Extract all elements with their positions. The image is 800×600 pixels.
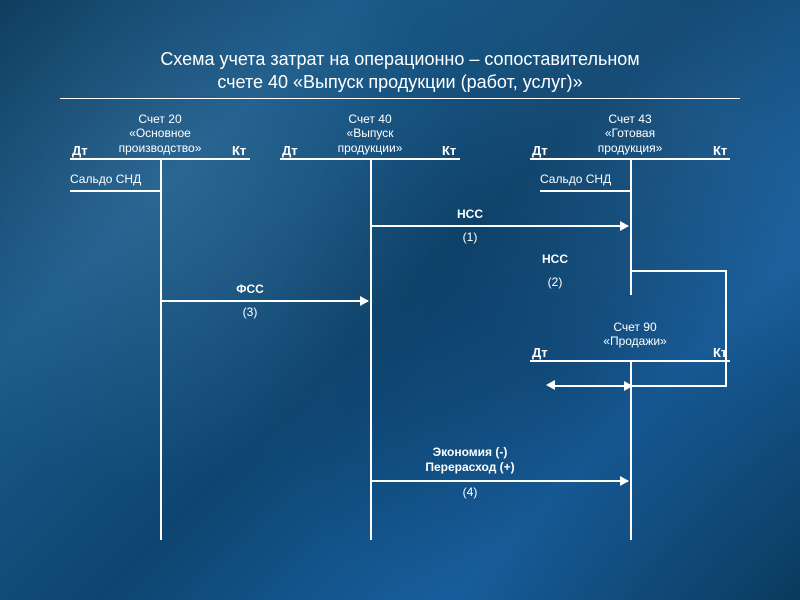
acc90-header: Счет 90«Продажи» — [575, 320, 695, 349]
t2-note: (2) — [515, 275, 595, 289]
t3-arrow — [160, 300, 368, 302]
saldo-left-line — [70, 190, 160, 192]
t2-h2 — [555, 385, 727, 387]
acc20-vline — [160, 158, 162, 540]
saldo-left: Сальдо СНД — [70, 172, 158, 186]
acc40-dt: Дт — [282, 143, 298, 158]
acc40-header: Счет 40«Выпускпродукции» — [310, 112, 430, 155]
t3-note: (3) — [210, 305, 290, 319]
t4-arrow — [370, 480, 628, 482]
saldo-right-line — [540, 190, 630, 192]
acc43-kt: Кт — [713, 143, 727, 158]
title-underline — [60, 98, 740, 99]
t4-label-bot: Перерасход (+) — [395, 460, 545, 474]
t4-note: (4) — [430, 485, 510, 499]
acc43-header: Счет 43«Готоваяпродукция» — [570, 112, 690, 155]
acc40-kt: Кт — [442, 143, 456, 158]
t2-vseg — [725, 270, 727, 385]
acc20-dt: Дт — [72, 143, 88, 158]
acc20-header: Счет 20«Основноепроизводство» — [100, 112, 220, 155]
acc40-vline — [370, 158, 372, 540]
t2-hseg — [632, 270, 726, 272]
saldo-right: Сальдо СНД — [540, 172, 628, 186]
title-line1: Схема учета затрат на операционно – сопо… — [160, 49, 639, 69]
acc43-dt: Дт — [532, 143, 548, 158]
diagram-title: Схема учета затрат на операционно – сопо… — [0, 48, 800, 95]
t2-label: НСС — [515, 252, 595, 266]
t3-label: ФСС — [210, 282, 290, 296]
acc90-dt: Дт — [532, 345, 548, 360]
acc20-kt: Кт — [232, 143, 246, 158]
t1-label: НСС — [430, 207, 510, 221]
t2-arrowhead — [546, 380, 555, 390]
title-line2: счете 40 «Выпуск продукции (работ, услуг… — [217, 72, 582, 92]
t4-label-top: Экономия (-) — [395, 445, 545, 459]
t1-note: (1) — [430, 230, 510, 244]
acc43-vline — [630, 158, 632, 295]
t1-arrow — [370, 225, 628, 227]
